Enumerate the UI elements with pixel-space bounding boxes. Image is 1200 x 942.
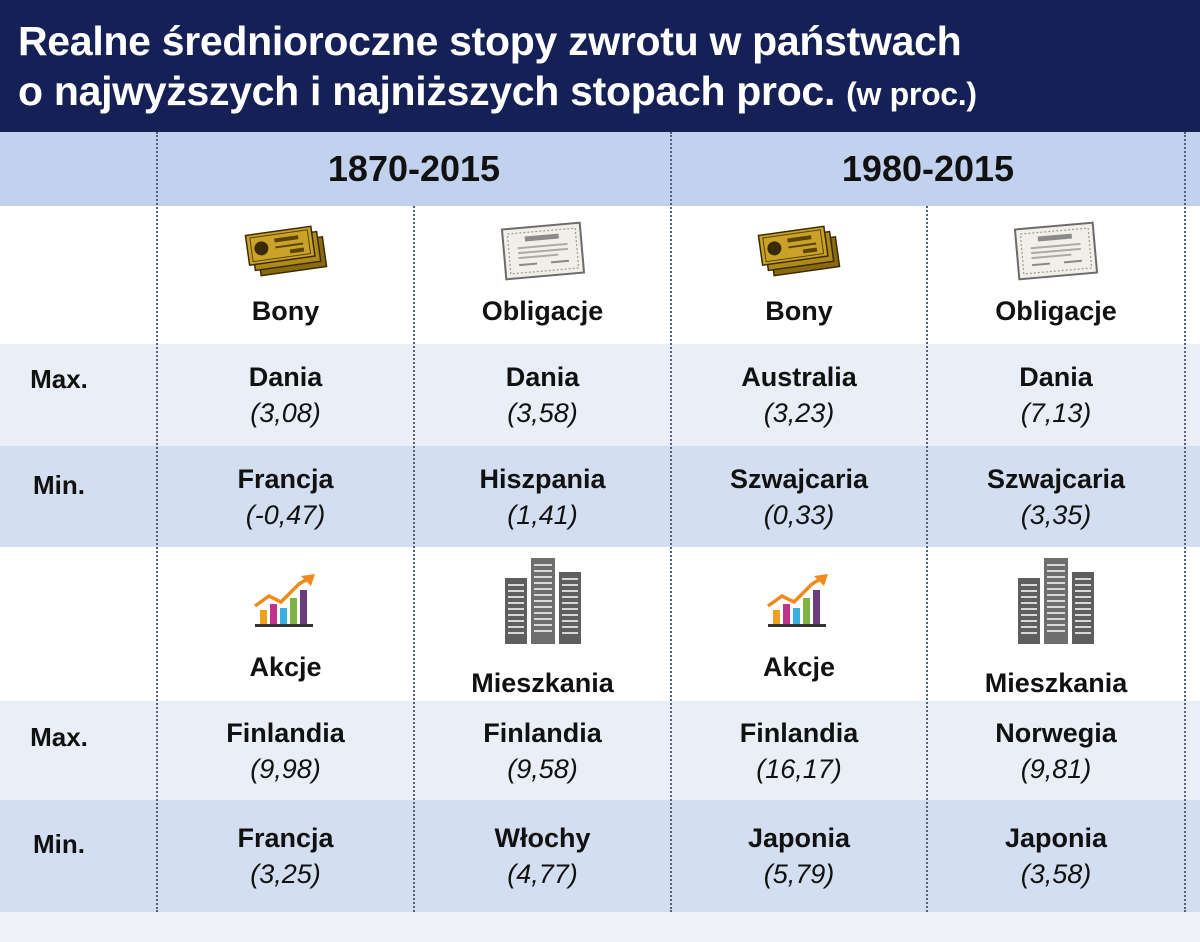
bond-certificate-icon [1013,221,1099,281]
row-label-max: Max. [30,364,88,394]
returns-table: 1870-2015 1980-2015 Bony [0,132,1200,912]
country-name: Szwajcaria [729,463,869,494]
column-divider [670,132,672,912]
return-value: (3,23) [763,398,835,428]
country-name: Australia [741,362,857,392]
return-value: (4,77) [507,859,578,889]
country-name: Dania [505,362,580,392]
column-divider [926,206,928,912]
return-value: (7,13) [1020,398,1092,428]
country-name: Finlandia [483,717,602,748]
row-band-max-1 [0,344,1200,446]
title-unit: (w proc.) [846,76,977,112]
bottom-margin [0,912,1200,942]
title-line-2-text: o najwyższych i najniższych stopach proc… [18,68,836,114]
category-akcje: Akcje [672,572,926,684]
return-value: (0,33) [763,499,835,530]
category-label: Bony [251,296,320,326]
data-cell: Australia (3,23) [672,344,926,446]
data-cell: Japonia (3,58) [928,800,1184,912]
category-label: Akcje [249,652,322,682]
category-mieszkania: Mieszkania [415,554,670,700]
category-label: Obligacje [481,296,604,326]
return-value: (9,98) [250,753,321,784]
stock-chart-icon [766,574,828,627]
voucher-icon [757,225,841,277]
title-line-2: o najwyższych i najniższych stopach proc… [18,66,1200,119]
period-header-1870-2015: 1870-2015 [327,148,501,189]
country-name: Szwajcaria [986,463,1126,494]
return-value: (9,81) [1020,753,1092,784]
category-bony: Bony [158,220,413,328]
data-cell: Hiszpania (1,41) [415,446,670,547]
category-label: Mieszkania [984,668,1128,698]
data-cell: Finlandia (16,17) [672,701,926,800]
row-label-min: Min. [33,829,85,859]
data-cell: Dania (3,08) [158,344,413,446]
row-label-max: Max. [30,722,88,752]
category-bony: Bony [672,220,926,328]
return-value: (3,58) [507,398,578,428]
category-label: Akcje [762,652,836,682]
data-cell: Finlandia (9,98) [158,701,413,800]
return-value: (3,08) [250,398,321,428]
return-value: (16,17) [756,753,842,784]
country-name: Finlandia [739,717,859,748]
data-cell: Dania (3,58) [415,344,670,446]
return-value: (3,35) [1020,499,1092,530]
category-band-1 [0,206,1200,344]
category-band-2 [0,547,1200,701]
column-divider [156,132,158,912]
stock-chart-icon [253,574,315,627]
period-header-band [0,132,1200,206]
country-name: Dania [248,362,323,392]
category-mieszkania: Mieszkania [928,554,1184,700]
data-cell: Szwajcaria (0,33) [672,446,926,547]
row-label-min: Min. [33,470,85,500]
return-value: (1,41) [507,499,578,530]
data-cell: Japonia (5,79) [672,800,926,912]
apartment-buildings-icon [504,558,581,644]
country-name: Francja [237,823,334,853]
row-band-max-2 [0,701,1200,800]
country-name: Japonia [1004,823,1108,853]
country-name: Japonia [747,823,851,853]
return-value: (3,58) [1020,859,1092,889]
return-value: (5,79) [763,859,835,889]
data-cell: Dania (7,13) [928,344,1184,446]
country-name: Dania [1019,362,1093,392]
data-cell: Norwegia (9,81) [928,701,1184,800]
data-cell: Włochy (4,77) [415,800,670,912]
country-name: Włochy [494,823,591,853]
row-band-min-1 [0,446,1200,547]
data-cell: Finlandia (9,58) [415,701,670,800]
apartment-buildings-icon [1018,558,1094,644]
country-name: Francja [237,463,334,494]
category-label: Bony [765,296,833,326]
category-obligacje: Obligacje [928,220,1184,328]
category-akcje: Akcje [158,572,413,684]
title-line-1: Realne średnioroczne stopy zwrotu w pańs… [18,18,962,64]
return-value: (9,58) [507,753,578,784]
category-label: Mieszkania [471,668,614,698]
country-name: Finlandia [226,717,345,748]
bond-certificate-icon [500,221,585,281]
category-label: Obligacje [995,296,1117,326]
column-divider [1184,132,1186,912]
return-value: (3,25) [250,859,321,889]
period-header-1980-2015: 1980-2015 [841,148,1015,189]
title-bar: Realne średnioroczne stopy zwrotu w pańs… [0,0,1200,132]
data-cell: Szwajcaria (3,35) [928,446,1184,547]
data-cell: Francja (3,25) [158,800,413,912]
data-cell: Francja (-0,47) [158,446,413,547]
country-name: Norwegia [995,717,1117,748]
voucher-icon [244,225,327,277]
row-band-min-2 [0,800,1200,912]
country-name: Hiszpania [479,463,606,494]
column-divider [413,206,415,912]
return-value: (-0,47) [245,499,326,530]
category-obligacje: Obligacje [415,220,670,328]
